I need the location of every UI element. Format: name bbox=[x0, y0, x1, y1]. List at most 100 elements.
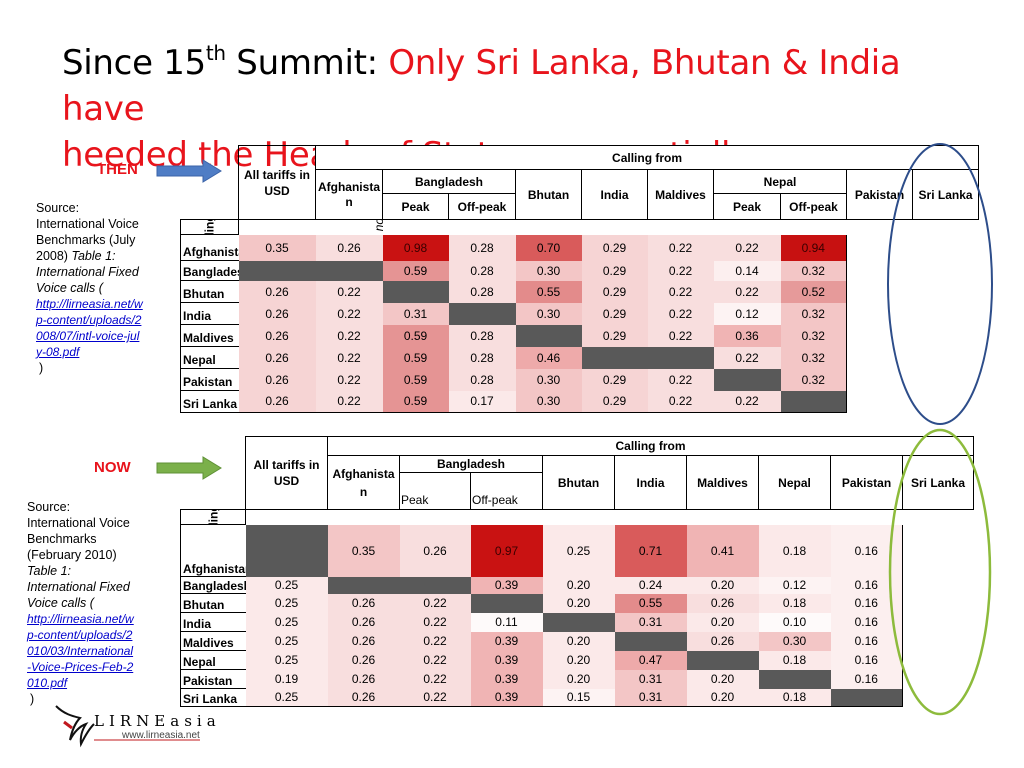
then-tariff-cell: 0.22 bbox=[647, 234, 714, 261]
now-calling-from-header: Calling from bbox=[327, 436, 974, 456]
title-line-1: Since 15th Summit: Only Sri Lanka, Bhuta… bbox=[62, 40, 982, 132]
then-label: THEN bbox=[97, 161, 138, 178]
now-tariff-cell: 0.22 bbox=[399, 688, 471, 707]
now-tariff-cell: 0.25 bbox=[542, 524, 615, 577]
then-tariff-cell: 0.26 bbox=[238, 302, 316, 325]
now-tariff-cell bbox=[758, 669, 831, 689]
logo-url: www.lirneasia.net bbox=[122, 730, 200, 741]
then-table-row: Nepal 0.26 0.22 0.59 0.28 0.46 0.22 0.32 bbox=[180, 346, 979, 369]
then-calling-from-header: Calling from bbox=[314, 145, 980, 170]
now-col-nepal: Nepal bbox=[758, 455, 831, 510]
then-corner-label: All tariffs in USD bbox=[238, 145, 316, 220]
now-label: NOW bbox=[94, 459, 131, 476]
now-row-label: Bangladesh bbox=[180, 576, 246, 594]
then-tariff-cell: 0.29 bbox=[581, 368, 648, 391]
then-tariff-cell: 0.29 bbox=[581, 260, 648, 281]
then-tariff-cell: 0.17 bbox=[448, 390, 516, 413]
then-tariff-cell: 0.22 bbox=[315, 390, 383, 413]
now-col-afghanistan: Afghanista n bbox=[327, 455, 400, 510]
then-col-afghanistan: Afghanista n bbox=[315, 169, 383, 220]
then-tariff-cell: 0.29 bbox=[581, 280, 648, 303]
then-col-bhutan: Bhutan bbox=[515, 169, 582, 220]
now-tariff-cell bbox=[686, 650, 759, 670]
then-tariff-cell bbox=[780, 390, 847, 413]
then-tariff-cell: 0.30 bbox=[515, 368, 582, 391]
then-table-row: Afghanistan0.350.260.980.280.700.290.220… bbox=[180, 234, 979, 261]
now-tariff-cell: 0.25 bbox=[245, 631, 328, 651]
now-tariff-cell: 0.12 bbox=[758, 576, 831, 594]
then-tariff-cell: 0.70 bbox=[515, 234, 582, 261]
now-tariff-cell: 0.16 bbox=[830, 650, 903, 670]
now-tariff-cell: 0.20 bbox=[542, 576, 615, 594]
then-tariff-cell: 0.26 bbox=[238, 324, 316, 347]
now-tariff-cell bbox=[399, 576, 471, 594]
now-tariff-cell: 0.11 bbox=[470, 612, 543, 632]
logo-wordmark: LIRNEasia bbox=[94, 712, 221, 730]
then-row-label: Pakistan bbox=[180, 368, 239, 391]
now-row-label: Pakistan bbox=[180, 669, 246, 689]
then-tariff-cell: 0.14 bbox=[713, 260, 781, 281]
then-col-np-offpeak: Off-peak bbox=[780, 193, 847, 220]
then-table-row: India 0.26 0.22 0.31 0.30 0.29 0.22 0.12 0.32 bbox=[180, 302, 979, 325]
now-table-row: Nepal 0.25 0.26 0.22 0.39 0.20 0.47 0.18 0.16 bbox=[180, 650, 974, 670]
now-tariff-cell: 0.16 bbox=[830, 669, 903, 689]
now-source: Source: International Voice Benchmarks (… bbox=[27, 499, 155, 707]
now-tariff-cell: 0.39 bbox=[470, 576, 543, 594]
then-tariff-cell: 0.22 bbox=[713, 346, 781, 369]
then-tariff-cell: 0.28 bbox=[448, 234, 516, 261]
now-col-pakistan: Pakistan bbox=[830, 455, 903, 510]
now-tariff-cell bbox=[542, 612, 615, 632]
then-col-np-peak: Peak bbox=[713, 193, 781, 220]
then-col-maldives: Maldives bbox=[647, 169, 714, 220]
now-table-row: Bhutan 0.25 0.26 0.22 0.20 0.55 0.26 0.18 0.16 bbox=[180, 593, 974, 613]
title-prefix: Since 15 bbox=[62, 43, 206, 83]
now-tariff-cell: 0.22 bbox=[399, 593, 471, 613]
then-col-pakistan: Pakistan bbox=[846, 169, 913, 220]
then-tariff-table: All tariffs in USD Calling from Afghanis… bbox=[180, 145, 980, 417]
then-table-row: Bhutan 0.26 0.22 0.28 0.55 0.29 0.22 0.22 0.52 bbox=[180, 280, 979, 303]
now-table-row: Bangladesh 0.25 0.39 0.20 0.24 0.20 0.12 0.16 bbox=[180, 576, 974, 594]
then-tariff-cell: 0.59 bbox=[382, 390, 449, 413]
now-tariff-cell: 0.16 bbox=[830, 631, 903, 651]
now-tariff-cell: 0.35 bbox=[327, 524, 400, 577]
now-tariff-cell: 0.20 bbox=[686, 612, 759, 632]
now-table-row: Maldives 0.25 0.26 0.22 0.39 0.20 0.26 0.30 0.16 bbox=[180, 631, 974, 651]
now-tariff-cell: 0.18 bbox=[758, 593, 831, 613]
now-col-bd-peak: Peak bbox=[399, 472, 471, 510]
then-tariff-cell bbox=[581, 346, 648, 369]
now-tariff-cell: 0.25 bbox=[245, 593, 328, 613]
now-tariff-cell bbox=[327, 576, 400, 594]
then-source-link[interactable]: http://lirneasia.net/w p-content/uploads… bbox=[36, 297, 143, 359]
then-tariff-cell: 0.28 bbox=[448, 368, 516, 391]
then-col-nepal: Nepal bbox=[713, 169, 847, 194]
now-row-label: Maldives bbox=[180, 631, 246, 651]
now-corner-blank bbox=[180, 436, 246, 510]
now-tariff-cell: 0.18 bbox=[758, 524, 831, 577]
then-tariff-cell: 0.26 bbox=[238, 390, 316, 413]
now-tariff-cell: 0.22 bbox=[399, 631, 471, 651]
now-row-label: India bbox=[180, 612, 246, 632]
then-tariff-cell: 0.28 bbox=[448, 260, 516, 281]
now-table-row: Sri Lanka 0.25 0.26 0.22 0.39 0.15 0.31 0.20 0.1… bbox=[180, 688, 974, 707]
then-tariff-cell bbox=[382, 280, 449, 303]
now-tariff-cell: 0.47 bbox=[614, 650, 687, 670]
then-row-label: Maldives bbox=[180, 324, 239, 347]
then-tariff-cell: 0.30 bbox=[515, 260, 582, 281]
now-tariff-cell: 0.31 bbox=[614, 669, 687, 689]
now-source-link[interactable]: http://lirneasia.net/w p-content/uploads… bbox=[27, 612, 134, 690]
now-tariff-cell: 0.41 bbox=[686, 524, 759, 577]
now-tariff-cell: 0.20 bbox=[542, 631, 615, 651]
now-tariff-cell: 0.16 bbox=[830, 576, 903, 594]
now-tariff-cell: 0.20 bbox=[542, 593, 615, 613]
now-tariff-cell: 0.16 bbox=[830, 524, 903, 577]
now-tariff-cell: 0.25 bbox=[245, 688, 328, 707]
now-tariff-cell: 0.20 bbox=[686, 669, 759, 689]
then-tariff-cell: 0.22 bbox=[647, 302, 714, 325]
now-tariff-cell: 0.25 bbox=[245, 612, 328, 632]
then-table-row: Pakistan 0.26 0.22 0.59 0.28 0.30 0.29 0.22 0.32 bbox=[180, 368, 979, 391]
now-tariff-cell: 0.71 bbox=[614, 524, 687, 577]
now-tariff-cell: 0.26 bbox=[327, 669, 400, 689]
now-tariff-cell bbox=[245, 524, 328, 577]
title-highlight-1: Only Sri Lanka, Bhutan & India have bbox=[62, 43, 901, 129]
now-tariff-cell: 0.10 bbox=[758, 612, 831, 632]
